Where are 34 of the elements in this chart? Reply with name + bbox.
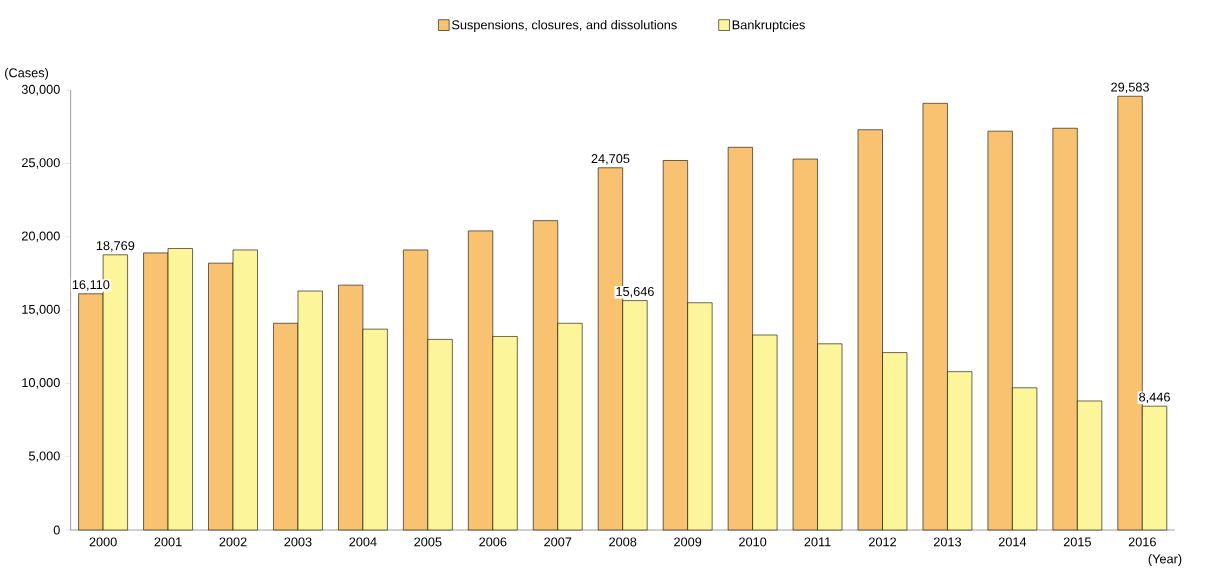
y-tick-label: 20,000 [22, 231, 60, 242]
x-axis-title: (Year) [1148, 554, 1182, 566]
x-tick-label: 2007 [544, 537, 572, 547]
x-tick-label: 2011 [804, 537, 831, 547]
data-label: 29,583 [1111, 82, 1149, 94]
x-tick-label: 2013 [933, 537, 962, 547]
y-tick-label: 15,000 [22, 304, 60, 316]
data-label: 8,446 [1139, 392, 1170, 404]
y-tick-label: 30,000 [21, 84, 60, 96]
x-tick-label: 2000 [89, 537, 117, 547]
x-tick-label: 2004 [349, 537, 377, 547]
x-tick-label: 2016 [1128, 537, 1156, 547]
y-tick-label: 10,000 [22, 378, 60, 389]
x-tick-label: 2010 [739, 537, 767, 547]
x-tick-label: 2014 [998, 537, 1027, 547]
y-tick-label: 5,000 [28, 451, 60, 462]
y-tick-label: 25,000 [22, 158, 60, 169]
x-tick-label: 2002 [219, 537, 247, 547]
data-label: 18,769 [96, 241, 135, 252]
x-tick-label: 2006 [479, 537, 507, 547]
legend-label: Bankruptcies [732, 20, 805, 32]
x-tick-label: 2003 [284, 537, 312, 547]
data-label: 24,705 [591, 154, 630, 165]
x-tick-label: 2001 [154, 537, 182, 547]
x-tick-label: 2005 [414, 537, 442, 547]
x-tick-label: 2015 [1063, 537, 1091, 547]
x-tick-label: 2012 [868, 537, 897, 547]
x-tick-label: 2009 [674, 537, 702, 547]
y-axis-title: (Cases) [5, 67, 49, 80]
x-tick-label: 2008 [609, 537, 637, 547]
data-label: 15,646 [616, 286, 654, 298]
legend-label: Suspensions, closures, and dissolutions [452, 20, 677, 32]
data-label: 16,110 [72, 280, 110, 291]
y-tick-label: 0 [53, 525, 60, 535]
